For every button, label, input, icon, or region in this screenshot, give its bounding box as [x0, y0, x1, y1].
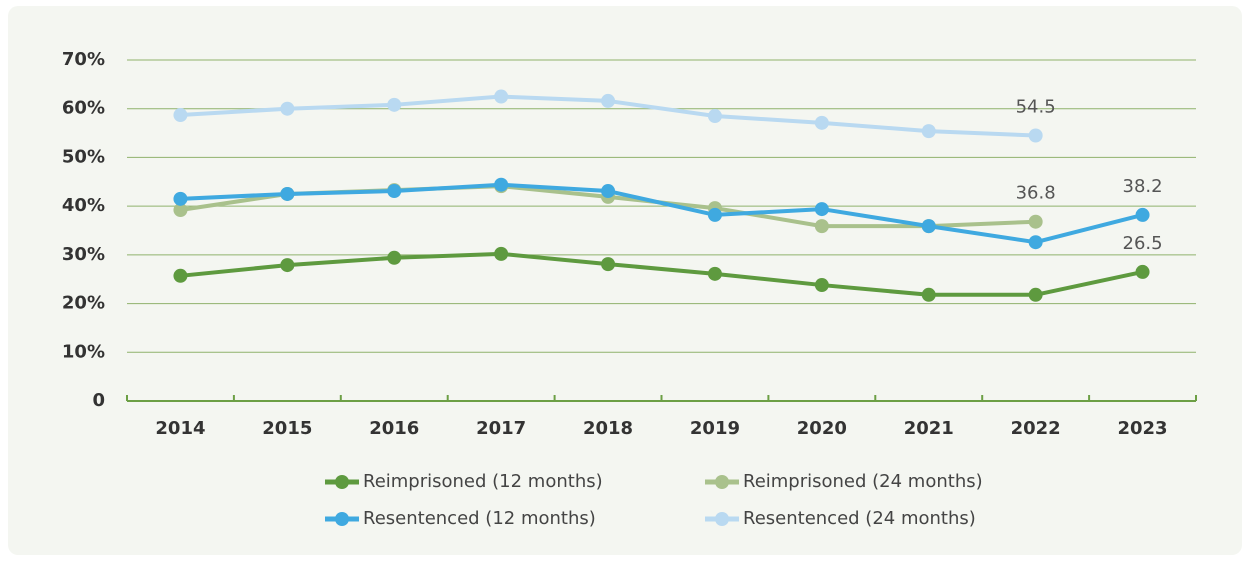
y-tick-label: 0	[92, 390, 105, 411]
point	[814, 202, 829, 217]
legend-label: Resentenced (12 months)	[363, 508, 596, 529]
point	[814, 278, 829, 293]
x-tick-label: 2022	[1011, 418, 1061, 439]
x-tick-label: 2017	[476, 418, 526, 439]
legend-label: Resentenced (24 months)	[743, 508, 976, 529]
legend-marker	[715, 512, 729, 526]
data-label: 38.2	[1123, 176, 1163, 197]
point	[173, 108, 188, 123]
legend-label: Reimprisoned (12 months)	[363, 471, 603, 492]
point	[280, 101, 295, 116]
point	[494, 177, 509, 192]
y-tick-label: 40%	[62, 195, 105, 216]
point	[921, 124, 936, 139]
data-label: 26.5	[1123, 233, 1163, 254]
y-tick-label: 70%	[62, 49, 105, 70]
point	[1028, 235, 1043, 250]
point	[707, 109, 722, 124]
x-tick-label: 2018	[583, 418, 633, 439]
point	[280, 186, 295, 201]
point	[173, 203, 188, 218]
point	[280, 258, 295, 273]
x-tick-label: 2020	[797, 418, 847, 439]
point	[387, 97, 402, 112]
point	[707, 207, 722, 222]
point	[601, 257, 616, 272]
point	[707, 266, 722, 281]
x-tick-label: 2019	[690, 418, 740, 439]
x-tick-label: 2014	[155, 418, 205, 439]
point	[601, 184, 616, 199]
x-tick-label: 2021	[904, 418, 954, 439]
y-tick-label: 30%	[62, 244, 105, 265]
data-label: 36.8	[1016, 183, 1056, 204]
point	[921, 219, 936, 234]
point	[1135, 207, 1150, 222]
x-tick-label: 2016	[369, 418, 419, 439]
point	[1028, 214, 1043, 229]
x-tick-label: 2023	[1117, 418, 1167, 439]
point	[814, 115, 829, 130]
point	[1135, 264, 1150, 279]
series-line	[180, 182, 1144, 245]
point	[1028, 287, 1043, 302]
point	[814, 219, 829, 234]
point	[494, 246, 509, 261]
point	[173, 191, 188, 206]
point	[601, 93, 616, 108]
point	[921, 287, 936, 302]
y-tick-label: 20%	[62, 293, 105, 314]
legend-marker	[335, 512, 349, 526]
x-tick-label: 2015	[262, 418, 312, 439]
series-line	[180, 251, 1143, 297]
data-label: 54.5	[1016, 97, 1056, 118]
y-tick-label: 10%	[62, 341, 105, 362]
y-tick-label: 60%	[62, 98, 105, 119]
legend-label: Reimprisoned (24 months)	[743, 471, 983, 492]
y-tick-label: 50%	[62, 146, 105, 167]
point	[494, 89, 509, 104]
legend-marker	[715, 475, 729, 489]
point	[387, 184, 402, 199]
legend-marker	[335, 475, 349, 489]
point	[387, 250, 402, 265]
point	[1028, 128, 1043, 143]
point	[173, 268, 188, 283]
panel	[8, 6, 1242, 555]
